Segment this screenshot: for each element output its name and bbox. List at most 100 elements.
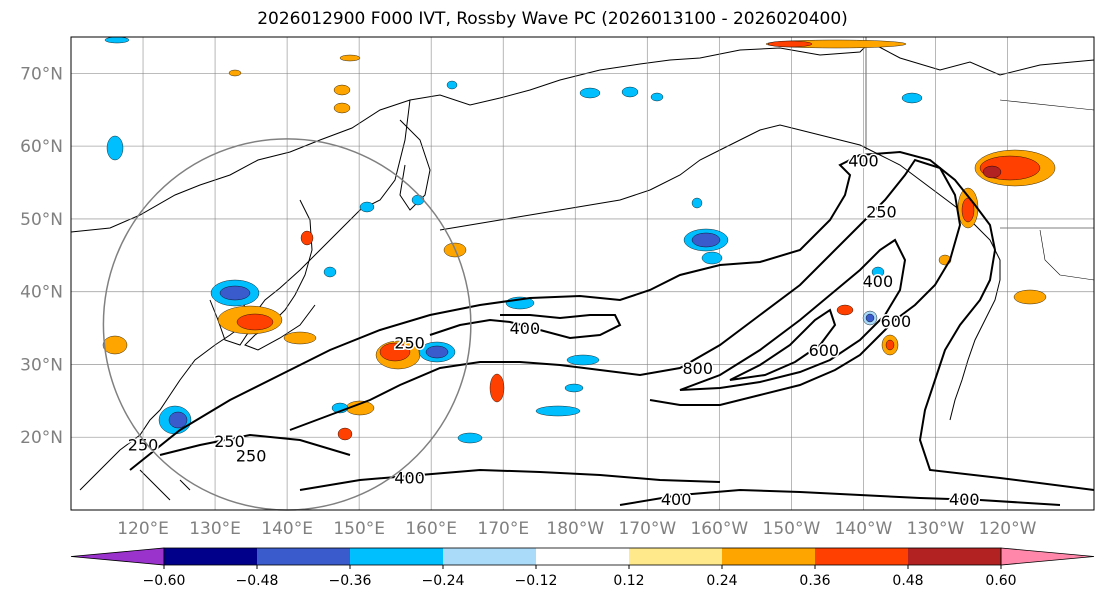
colorbar-segment: [350, 548, 444, 565]
anomaly-blob: [982, 165, 1002, 179]
lon-tick-label: 130°W: [907, 519, 965, 539]
lon-tick-label: 120°W: [979, 519, 1037, 539]
ivt-contour-label: 250: [214, 432, 245, 451]
ivt-contour-label: 600: [881, 312, 912, 331]
anomaly-blob: [411, 194, 425, 206]
anomaly-blob: [535, 405, 581, 417]
anomaly-blob: [106, 135, 124, 161]
map-frame: [70, 36, 1095, 511]
ivt-contour-400: [289, 158, 962, 431]
lon-tick-label: 150°E: [333, 519, 385, 539]
lon-tick-label: 120°E: [117, 519, 169, 539]
colorbar-tick-label: −0.36: [329, 573, 372, 589]
lat-tick-label: 30°N: [20, 355, 63, 375]
anomaly-blob: [219, 285, 251, 301]
anomaly-blob: [359, 201, 375, 213]
lon-tick-labels: 120°E 130°E 140°E 150°E 160°E 170°E 180°W 170°W…: [117, 519, 1036, 539]
lon-tick-label: 140°E: [261, 519, 313, 539]
anomaly-blob: [102, 335, 128, 355]
lat-tick-label: 70°N: [20, 64, 63, 84]
colorbar-segment: [443, 548, 537, 565]
anomaly-blob: [691, 232, 721, 248]
colorbar-tick-label: 0.12: [613, 573, 644, 589]
ivt-contour-label: 250: [236, 446, 267, 465]
ivt-contour-label: 250: [394, 334, 425, 353]
chart-title: 2026012900 F000 IVT, Rossby Wave PC (202…: [257, 9, 848, 29]
coast-islands: [139, 469, 191, 501]
anomaly-blob: [339, 54, 361, 62]
ivt-contour-250: [129, 150, 1094, 491]
lon-tick-label: 170°W: [618, 519, 676, 539]
ivt-contours: [129, 150, 1094, 506]
coast-kamchatka: [399, 119, 431, 211]
anomaly-blob: [337, 427, 353, 441]
lon-tick-label: 160°E: [405, 519, 457, 539]
lat-tick-label: 50°N: [20, 210, 63, 230]
colorbar-frame: [163, 547, 1002, 566]
ivt-contour-label: 400: [661, 490, 692, 509]
gridlines: [71, 37, 1094, 510]
lon-tick-label: 180°W: [546, 519, 604, 539]
anomaly-blob: [621, 86, 639, 98]
ivt-contour-label: 400: [949, 490, 980, 509]
colorbar-segment: [908, 548, 1002, 565]
anomaly-blob: [871, 266, 885, 278]
lon-tick-label: 140°W: [835, 519, 893, 539]
lat-tick-label: 20°N: [20, 428, 63, 448]
anomaly-blob: [333, 84, 351, 96]
colorbar-segment: [629, 548, 723, 565]
colorbar-tick-label: 0.48: [892, 573, 923, 589]
anomaly-blob: [1013, 289, 1047, 305]
anomaly-blob: [901, 92, 923, 104]
anomaly-blob: [961, 197, 975, 223]
lon-tick-label: 160°W: [690, 519, 748, 539]
coast-canada-north: [869, 41, 1094, 76]
ivt-contour-600: [679, 238, 907, 391]
anomaly-blob: [885, 339, 895, 351]
coast-alaska: [649, 124, 1001, 421]
anomaly-blob: [566, 354, 600, 366]
anomaly-blob: [283, 331, 317, 345]
lat-tick-labels: 20°N 30°N 40°N 50°N 60°N 70°N: [20, 64, 63, 448]
lat-tick-label: 40°N: [20, 283, 63, 303]
anomaly-blob: [228, 69, 242, 77]
coast-aleutians: [439, 189, 651, 231]
anomaly-blob: [425, 345, 449, 359]
ivt-contour-label: 400: [863, 272, 894, 291]
colorbar-segment: [815, 548, 909, 565]
colorbar-segment: [536, 548, 630, 565]
colorbar-extend-low: [70, 547, 165, 566]
anomaly-blob: [767, 40, 813, 48]
anomaly-blob: [379, 342, 411, 362]
lon-tick-label: 170°E: [477, 519, 529, 539]
ivt-contour-label: 400: [394, 468, 425, 487]
anomaly-blob: [489, 373, 505, 403]
anomaly-blob: [691, 197, 703, 209]
lon-tick-label: 130°E: [189, 519, 241, 539]
anomaly-blob: [333, 102, 351, 114]
ivt-contour-400-b: [429, 314, 622, 340]
anomaly-blob: [457, 432, 483, 444]
anomaly-blob: [579, 87, 601, 99]
colorbar-tick-label: 0.36: [799, 573, 830, 589]
colorbar-tick-label: 0.24: [706, 573, 737, 589]
lon-tick-label: 150°W: [763, 519, 821, 539]
anomaly-blob: [865, 313, 875, 323]
colorbar: −0.60 −0.48 −0.36 −0.24 −0.12 0.12 0.24 0.36 0.4…: [70, 547, 1095, 589]
colorbar-segment: [257, 548, 351, 565]
anomaly-blob: [564, 383, 584, 393]
ivt-contour-label: 250: [866, 203, 897, 222]
colorbar-extend-high: [1000, 547, 1095, 566]
colorbar-tick-label: −0.48: [236, 573, 279, 589]
anomaly-blob: [168, 411, 188, 429]
anomaly-blob: [236, 313, 274, 331]
colorbar-tick-label: −0.24: [422, 573, 465, 589]
anomaly-blob: [300, 230, 314, 246]
anomaly-blob: [701, 251, 723, 265]
anomaly-blob: [836, 304, 854, 316]
ivt-contour-800: [729, 308, 837, 381]
colorbar-tick-label: −0.12: [515, 573, 558, 589]
ivt-contour-label: 800: [682, 359, 713, 378]
colorbar-segment: [164, 548, 258, 565]
